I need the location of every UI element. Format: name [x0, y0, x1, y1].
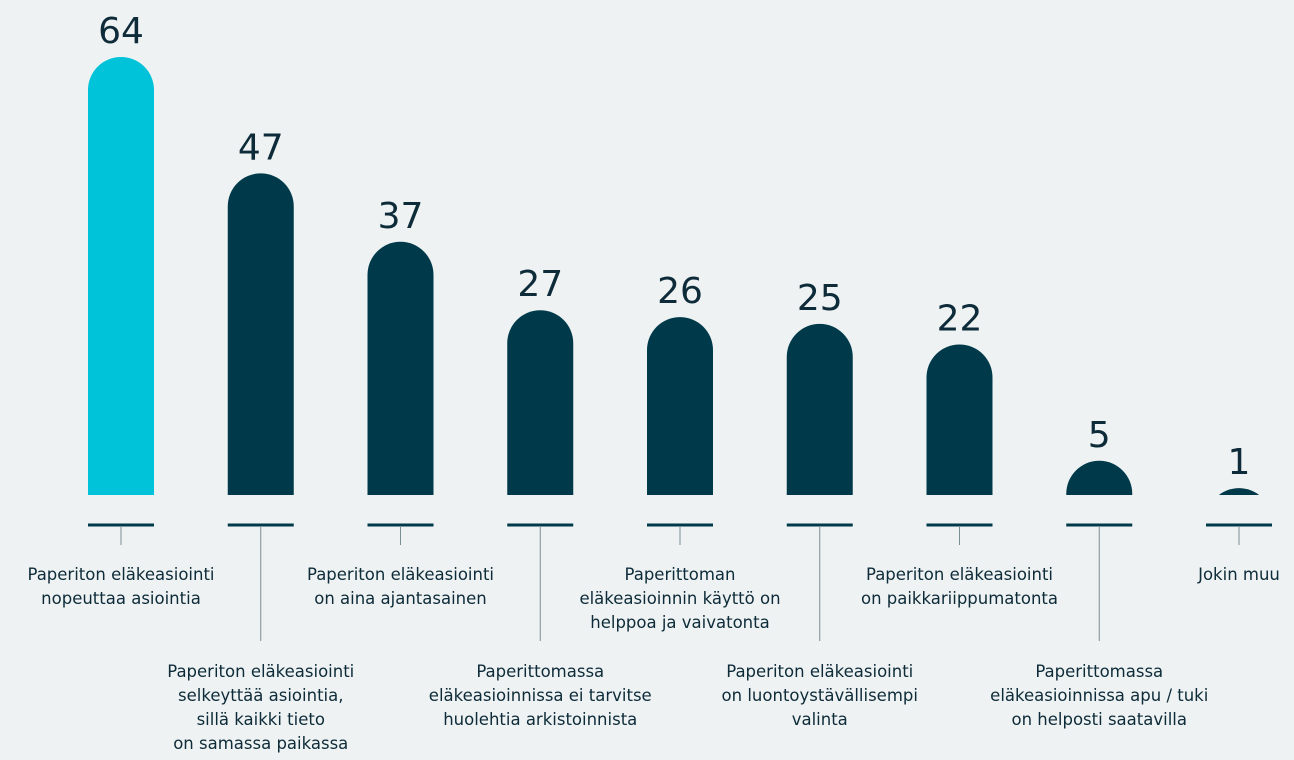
- bar: [1218, 488, 1260, 495]
- value-label: 27: [517, 264, 563, 305]
- bar: [367, 241, 434, 495]
- bar: [88, 57, 154, 495]
- value-label: 37: [378, 196, 424, 237]
- category-label: Paperittomassa eläkeasioinnissa ei tarvi…: [428, 662, 652, 729]
- category-label: Paperiton eläkeasiointi on aina ajantasa…: [306, 565, 495, 608]
- value-label: 1: [1228, 442, 1251, 483]
- value-label: 25: [797, 278, 843, 319]
- category-label: Paperiton eläkeasiointi on luontoystäväl…: [721, 662, 918, 729]
- category-label: Paperittoman eläkeasioinnin käyttö on he…: [579, 565, 781, 632]
- value-label: 47: [238, 127, 284, 168]
- bar: [507, 310, 574, 495]
- bar: [1066, 460, 1133, 495]
- category-label: Paperiton eläkeasiointi on paikkariippum…: [860, 565, 1059, 608]
- bar: [227, 173, 294, 496]
- bar: [647, 317, 713, 495]
- value-label: 22: [937, 298, 983, 339]
- category-label: Paperiton eläkeasiointi nopeuttaa asioin…: [27, 565, 215, 608]
- bar: [926, 344, 993, 495]
- value-label: 64: [98, 11, 144, 52]
- bar: [786, 323, 853, 495]
- category-label: Jokin muu: [1198, 565, 1280, 584]
- category-label: Paperittomassa eläkeasioinnissa apu / tu…: [990, 662, 1209, 729]
- value-label: 5: [1088, 415, 1111, 456]
- category-label: Paperiton eläkeasiointi selkeyttää asioi…: [167, 662, 355, 753]
- value-label: 26: [657, 271, 703, 312]
